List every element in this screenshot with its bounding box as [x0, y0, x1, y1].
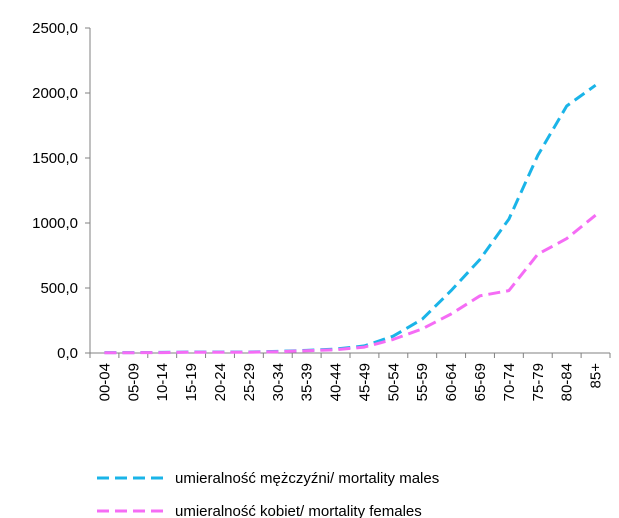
x-tick-label: 10-14 [154, 363, 171, 401]
x-tick-label: 30-34 [270, 363, 287, 401]
x-tick-label: 55-59 [414, 363, 431, 401]
x-tick-label: 65-69 [472, 363, 489, 401]
y-axis: 0,0 500,0 1000,0 1500,0 2000,0 2500,0 [32, 20, 91, 362]
legend: umieralność mężczyźni/ mortality males um… [97, 470, 439, 518]
series-line-females [104, 214, 597, 355]
series-lines [104, 83, 597, 355]
x-tick-label: 60-64 [443, 363, 460, 401]
series-line-males [104, 83, 597, 355]
y-tick-label: 0,0 [57, 345, 78, 362]
y-tick-label: 2000,0 [32, 85, 78, 102]
y-tick-label: 1000,0 [32, 215, 78, 232]
y-tick-label: 1500,0 [32, 150, 78, 167]
x-tick-label: 85+ [588, 363, 605, 389]
x-tick-label: 70-74 [501, 363, 518, 401]
x-tick-label: 50-54 [385, 363, 402, 401]
legend-label: umieralność mężczyźni/ mortality males [175, 470, 439, 487]
legend-label: umieralność kobiet/ mortality females [175, 503, 422, 518]
x-tick-label: 05-09 [125, 363, 142, 401]
x-tick-label: 80-84 [559, 363, 576, 401]
x-tick-label: 15-19 [183, 363, 200, 401]
x-tick-label: 40-44 [328, 363, 345, 401]
x-tick-label: 25-29 [241, 363, 258, 401]
x-axis: 00-04 05-09 10-14 15-19 20-24 25-29 30-34 35-39… [89, 352, 611, 401]
x-tick-label: 45-49 [356, 363, 373, 401]
x-tick-label: 35-39 [299, 363, 316, 401]
y-tick-label: 500,0 [40, 280, 78, 297]
x-tick-label: 20-24 [212, 363, 229, 401]
x-tick-label: 75-79 [530, 363, 547, 401]
x-tick-label: 00-04 [96, 363, 113, 401]
y-tick-label: 2500,0 [32, 20, 78, 37]
